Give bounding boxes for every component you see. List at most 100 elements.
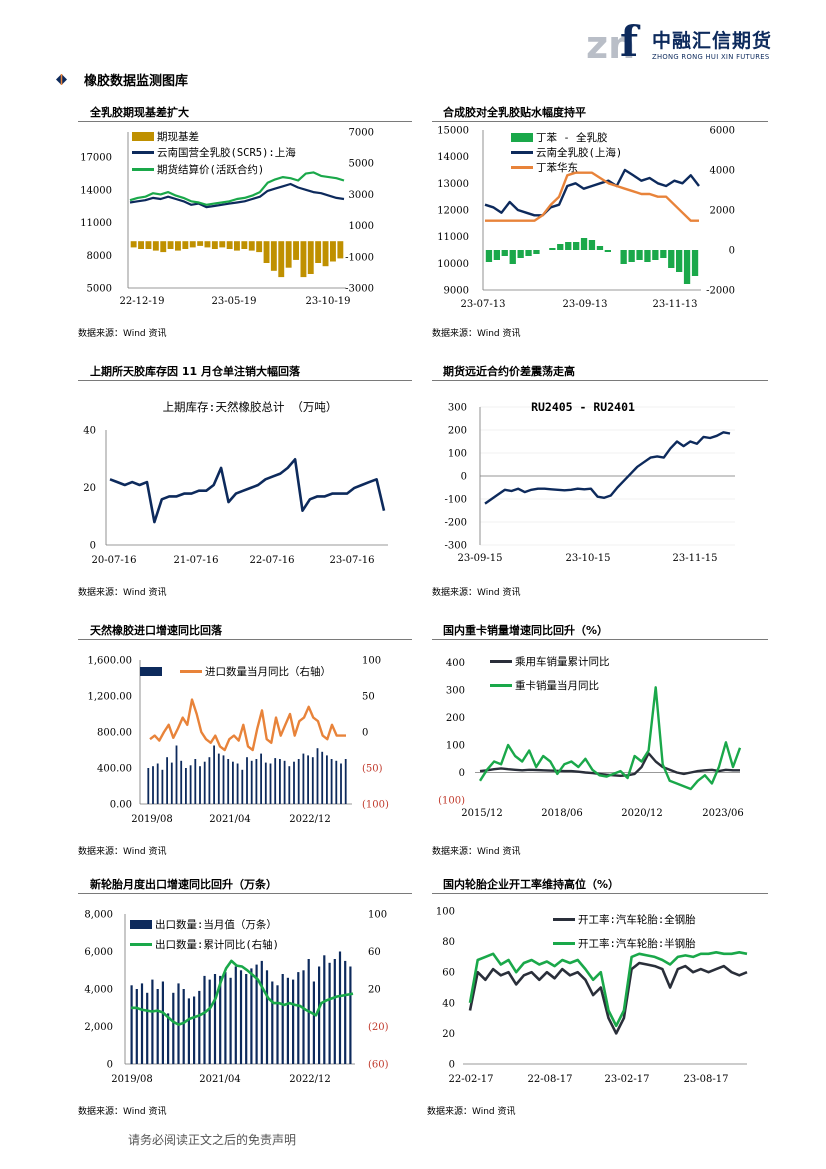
import-bar bbox=[288, 766, 291, 804]
chart-tire-operating: 100 80 60 40 20 0 22-02-17 22-08-17 23-02-17 23-0… bbox=[436, 907, 748, 1085]
y-tick-label: 20 bbox=[442, 1029, 455, 1040]
y-tick-label: 40 bbox=[83, 426, 96, 437]
panel-title-spread: 期货远近合约价差震荡走高 bbox=[443, 365, 575, 378]
inventory-line bbox=[109, 458, 386, 524]
y-tick-label: 300 bbox=[448, 403, 467, 414]
y-tick-label: 300 bbox=[446, 686, 465, 697]
y-tick-label: 10000 bbox=[437, 259, 469, 270]
export-bar bbox=[265, 970, 269, 1065]
export-bar bbox=[193, 996, 196, 1064]
sbr-spread-bar bbox=[676, 250, 683, 272]
basis-bar bbox=[241, 241, 248, 249]
diamond-bullet-icon bbox=[56, 74, 67, 85]
import-bar bbox=[208, 757, 211, 804]
x-tick-label: 23-11-13 bbox=[653, 299, 698, 310]
export-bar bbox=[229, 977, 232, 1065]
source-note: 数据来源：Wind 资讯 bbox=[432, 329, 521, 339]
basis-bar bbox=[219, 241, 226, 248]
y-tick-label: 6,000 bbox=[84, 947, 113, 958]
export-bar bbox=[172, 992, 175, 1065]
legend-futures-label: 期货结算价(活跃合约) bbox=[157, 163, 264, 176]
y-tick-label: 20 bbox=[83, 483, 96, 494]
import-bar bbox=[269, 763, 272, 804]
y2-tick-label: 3000 bbox=[349, 190, 374, 201]
sbr-spread-bar bbox=[565, 242, 572, 250]
export-bar bbox=[260, 960, 263, 1064]
sbr-spread-bar bbox=[573, 242, 580, 250]
export-bar bbox=[198, 990, 201, 1064]
x-tick-label: 20-07-16 bbox=[92, 555, 137, 566]
y2-tick-label: (60) bbox=[368, 1060, 389, 1071]
panel-divider bbox=[432, 380, 768, 381]
export-bar bbox=[161, 981, 164, 1064]
y-tick-label: 11000 bbox=[80, 218, 112, 229]
export-bar bbox=[349, 966, 352, 1064]
sbr-spread-bar bbox=[636, 250, 643, 260]
import-bar bbox=[227, 759, 230, 804]
import-bar bbox=[283, 760, 286, 804]
y2-tick-label: 100 bbox=[362, 656, 381, 667]
import-bar bbox=[297, 759, 300, 804]
import-bar bbox=[222, 755, 225, 804]
sbr-spread-bar bbox=[668, 250, 675, 268]
x-tick-label: 22-02-17 bbox=[449, 1074, 494, 1085]
import-bar bbox=[307, 755, 309, 804]
import-bar bbox=[241, 769, 244, 804]
y2-tick-label: 4000 bbox=[710, 166, 735, 177]
export-yoy-line bbox=[131, 959, 354, 1026]
x-tick-label: 2020/12 bbox=[621, 808, 663, 819]
logo-english-name: ZHONG RONG HUI XIN FUTURES bbox=[652, 53, 770, 61]
y-tick-label: 5000 bbox=[87, 284, 112, 295]
export-bar bbox=[130, 985, 133, 1065]
y-tick-label: 8000 bbox=[87, 251, 112, 262]
export-bar bbox=[140, 983, 144, 1064]
basis-bar bbox=[307, 241, 314, 274]
futures-line bbox=[129, 171, 345, 206]
y-tick-label: 1,200.00 bbox=[87, 692, 132, 703]
y-tick-label: 60 bbox=[442, 968, 455, 979]
y-tick-label: 13000 bbox=[437, 179, 469, 190]
y-tick-label: 80 bbox=[442, 937, 455, 948]
import-bar bbox=[236, 763, 239, 804]
sbr-spread-bar bbox=[620, 250, 627, 264]
basis-bar bbox=[322, 241, 329, 267]
import-bar bbox=[185, 768, 187, 804]
basis-bar bbox=[211, 241, 218, 249]
panel-title-basis: 全乳胶期现基差扩大 bbox=[90, 106, 189, 119]
import-bar bbox=[316, 748, 319, 804]
import-bar bbox=[326, 755, 328, 804]
panel-title-tire-export: 新轮胎月度出口增速同比回升（万条） bbox=[90, 878, 277, 891]
x-tick-label: 2021/04 bbox=[209, 814, 251, 825]
y-tick-label: 8,000 bbox=[84, 910, 113, 921]
y-tick-label: 0 bbox=[461, 472, 467, 483]
import-bar bbox=[302, 753, 305, 804]
export-bar bbox=[245, 974, 248, 1064]
chart-shfe-inventory: 40 20 0 20-07-16 21-07-16 22-07-16 23-07-16 上期库… bbox=[83, 400, 388, 566]
y2-tick-label: 2000 bbox=[710, 206, 735, 217]
sbr-spread-bar bbox=[549, 248, 556, 250]
panel-divider bbox=[432, 893, 768, 894]
spread-line bbox=[484, 431, 731, 505]
export-bar bbox=[219, 975, 222, 1064]
x-tick-label: 23-07-16 bbox=[330, 555, 375, 566]
export-bar bbox=[333, 959, 336, 1064]
export-bar bbox=[323, 955, 326, 1065]
import-bar bbox=[199, 766, 201, 804]
legend-sbr-spread-label: 丁苯 - 全乳胶 bbox=[536, 131, 608, 144]
x-tick-label: 23-07-13 bbox=[461, 299, 506, 310]
panel-title-trucks: 国内重卡销量增速同比回升（%） bbox=[443, 624, 609, 637]
y-tick-label: 9000 bbox=[444, 286, 469, 297]
import-bar bbox=[335, 760, 338, 804]
legend-import-volume-swatch bbox=[140, 667, 162, 676]
x-tick-label: 2019/08 bbox=[111, 1074, 153, 1085]
panel-divider bbox=[78, 380, 412, 381]
basis-bar bbox=[315, 241, 322, 263]
y-tick-label: (100) bbox=[438, 796, 465, 807]
import-bar bbox=[293, 761, 295, 804]
export-bar bbox=[297, 972, 300, 1064]
basis-bar bbox=[145, 241, 152, 249]
heavy-truck-line bbox=[478, 686, 742, 791]
export-bar bbox=[224, 972, 227, 1064]
legend-export-volume-swatch bbox=[130, 920, 152, 929]
